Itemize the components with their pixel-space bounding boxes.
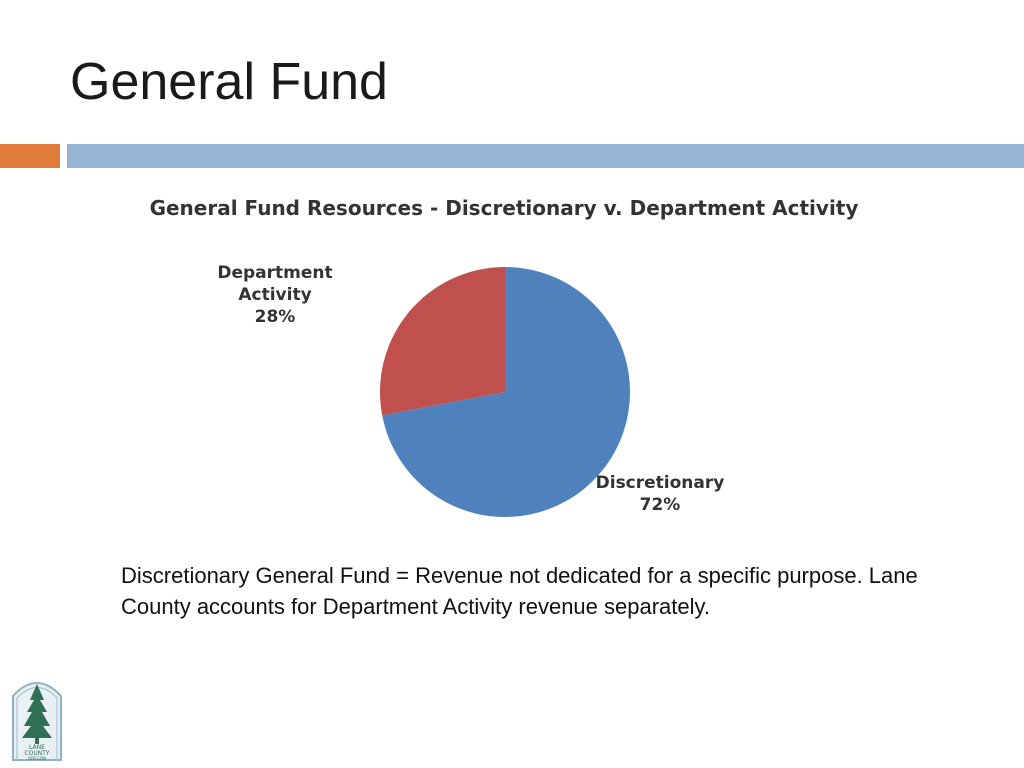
slide-title: General Fund (70, 53, 388, 111)
accent-bar-orange (0, 144, 60, 168)
pie-slice-percent-label: 28% (255, 307, 296, 327)
chart-title: General Fund Resources - Discretionary v… (150, 196, 859, 220)
pie-slice-label: Activity (238, 285, 311, 305)
logo-text-1: LANE (29, 744, 45, 751)
tree-logo-icon: LANE COUNTY OREGON (12, 682, 62, 761)
pie-slice-label: Department (217, 263, 332, 283)
logo-text-2: COUNTY (24, 750, 49, 757)
pie-chart: General Fund Resources - Discretionary v… (0, 180, 1024, 540)
pie-slices (379, 267, 631, 517)
pie-slice-discretionary (382, 267, 631, 517)
accent-bar-blue (67, 144, 1024, 168)
body-text: Discretionary General Fund = Revenue not… (121, 563, 918, 619)
pie-slice-percent-label: 72% (640, 495, 681, 515)
pie-slice-department-activity (379, 267, 505, 416)
pie-slice-label: Discretionary (596, 473, 725, 493)
pie-chart-svg: General Fund Resources - Discretionary v… (150, 196, 859, 517)
logo-text-3: OREGON (28, 756, 46, 761)
lane-county-logo: LANE COUNTY OREGON (10, 674, 64, 762)
